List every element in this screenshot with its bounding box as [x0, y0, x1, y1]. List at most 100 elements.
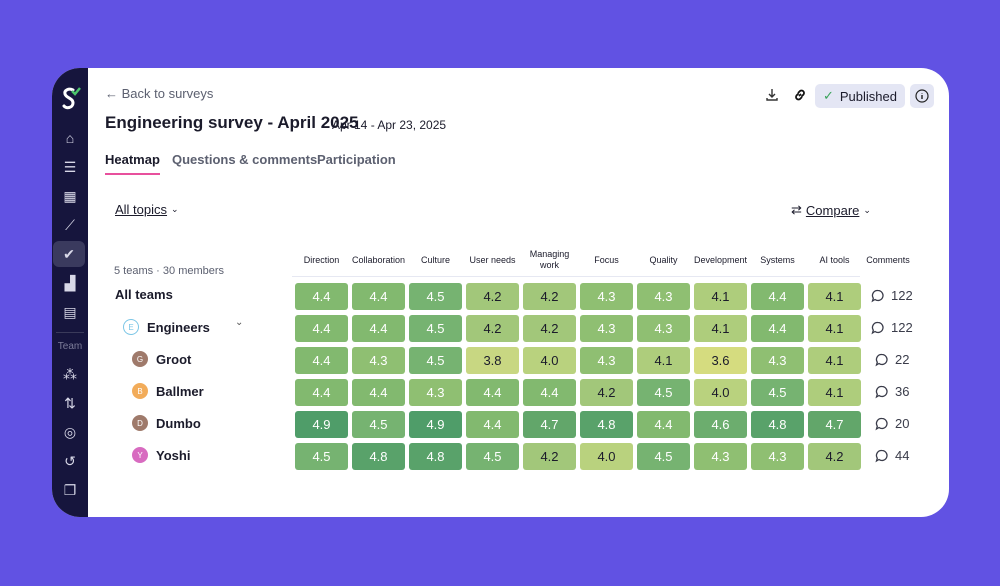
heatmap-cell[interactable]: 4.8: [409, 443, 462, 470]
heatmap-cell[interactable]: 4.4: [466, 379, 519, 406]
trend-icon[interactable]: ⟋: [65, 216, 75, 233]
heatmap-cell[interactable]: 4.5: [466, 443, 519, 470]
heatmap-cell[interactable]: 4.4: [295, 347, 348, 374]
tab-participation[interactable]: Participation: [317, 152, 396, 167]
app-logo[interactable]: [52, 82, 88, 116]
list-icon[interactable]: ☰: [63, 158, 77, 175]
heatmap-cell[interactable]: 4.1: [694, 315, 747, 342]
heatmap-cell[interactable]: 4.1: [637, 347, 690, 374]
comments-count[interactable]: 36: [875, 384, 909, 399]
layers-icon[interactable]: ❐: [63, 481, 77, 498]
heatmap-cell[interactable]: 4.1: [694, 283, 747, 310]
heatmap-cell[interactable]: 4.4: [466, 411, 519, 438]
heatmap-cell[interactable]: 4.3: [751, 347, 804, 374]
heatmap-cell[interactable]: 4.4: [352, 379, 405, 406]
loop-icon[interactable]: ↺: [64, 452, 76, 469]
heatmap-cell[interactable]: 4.2: [466, 315, 519, 342]
heatmap-cell[interactable]: 4.2: [523, 283, 576, 310]
home-icon[interactable]: ⌂: [65, 130, 75, 146]
row-label[interactable]: D Dumbo: [132, 415, 201, 431]
column-header[interactable]: Culture: [420, 254, 450, 265]
heatmap-cell[interactable]: 4.1: [808, 283, 861, 310]
published-status-button[interactable]: ✓ Published: [815, 84, 905, 108]
survey-icon[interactable]: ✔: [53, 241, 85, 267]
heatmap-cell[interactable]: 4.8: [751, 411, 804, 438]
heatmap-cell[interactable]: 3.8: [466, 347, 519, 374]
heatmap-cell[interactable]: 4.5: [751, 379, 804, 406]
heatmap-cell[interactable]: 4.7: [808, 411, 861, 438]
heatmap-cell[interactable]: 4.0: [523, 347, 576, 374]
column-header[interactable]: Development: [693, 254, 748, 265]
column-header[interactable]: AI tools: [819, 254, 850, 265]
column-header[interactable]: Focus: [594, 254, 619, 265]
heatmap-cell[interactable]: 4.3: [637, 315, 690, 342]
column-header[interactable]: Collaboration: [351, 254, 406, 265]
heatmap-cell[interactable]: 4.3: [637, 283, 690, 310]
heatmap-cell[interactable]: 4.4: [295, 379, 348, 406]
heatmap-cell[interactable]: 4.5: [637, 379, 690, 406]
heatmap-cell[interactable]: 4.2: [466, 283, 519, 310]
bars-icon[interactable]: ▟: [64, 274, 76, 291]
heatmap-cell[interactable]: 4.3: [751, 443, 804, 470]
download-icon[interactable]: [765, 88, 779, 107]
git-flow-icon[interactable]: ⇅: [64, 394, 76, 411]
heatmap-cell[interactable]: 4.2: [580, 379, 633, 406]
heatmap-cell[interactable]: 4.5: [409, 347, 462, 374]
back-to-surveys-link[interactable]: ← Back to surveys: [105, 86, 214, 101]
heatmap-cell[interactable]: 4.3: [694, 443, 747, 470]
row-label[interactable]: G Groot: [132, 351, 191, 367]
comments-count[interactable]: 122: [871, 320, 913, 335]
heatmap-cell[interactable]: 4.4: [523, 379, 576, 406]
heatmap-cell[interactable]: 4.4: [352, 283, 405, 310]
row-label[interactable]: All teams: [115, 287, 173, 302]
heatmap-cell[interactable]: 4.4: [295, 315, 348, 342]
tab-questions-comments[interactable]: Questions & comments: [172, 152, 318, 167]
info-button[interactable]: [910, 84, 934, 108]
heatmap-cell[interactable]: 4.5: [637, 443, 690, 470]
column-header[interactable]: User needs: [469, 254, 516, 265]
heatmap-cell[interactable]: 4.0: [694, 379, 747, 406]
row-label[interactable]: Y Yoshi: [132, 447, 190, 463]
heatmap-cell[interactable]: 4.2: [523, 315, 576, 342]
comments-count[interactable]: 20: [875, 416, 909, 431]
heatmap-cell[interactable]: 4.3: [409, 379, 462, 406]
heatmap-cell[interactable]: 4.4: [751, 315, 804, 342]
column-header[interactable]: Systems: [760, 254, 795, 265]
heatmap-cell[interactable]: 4.4: [295, 283, 348, 310]
compare-dropdown[interactable]: ⇄ Compare ⌄: [791, 202, 871, 218]
comments-count[interactable]: 44: [875, 448, 909, 463]
heatmap-cell[interactable]: 4.4: [637, 411, 690, 438]
comments-count[interactable]: 22: [875, 352, 909, 367]
people-icon[interactable]: ⁂: [63, 365, 77, 382]
heatmap-cell[interactable]: 4.5: [295, 443, 348, 470]
heatmap-cell[interactable]: 4.9: [409, 411, 462, 438]
heatmap-cell[interactable]: 4.9: [295, 411, 348, 438]
tab-heatmap[interactable]: Heatmap: [105, 152, 160, 175]
heatmap-cell[interactable]: 4.4: [352, 315, 405, 342]
all-topics-dropdown[interactable]: All topics ⌄: [115, 202, 179, 217]
grid-icon[interactable]: ▦: [63, 187, 77, 204]
heatmap-cell[interactable]: 4.4: [751, 283, 804, 310]
comments-count[interactable]: 122: [871, 288, 913, 303]
heatmap-cell[interactable]: 4.1: [808, 347, 861, 374]
column-header[interactable]: Direction: [303, 254, 340, 265]
calculator-icon[interactable]: ▤: [63, 303, 77, 320]
heatmap-cell[interactable]: 4.5: [352, 411, 405, 438]
heatmap-cell[interactable]: 4.1: [808, 379, 861, 406]
heatmap-cell[interactable]: 4.2: [523, 443, 576, 470]
heatmap-cell[interactable]: 4.5: [409, 283, 462, 310]
heatmap-cell[interactable]: 3.6: [694, 347, 747, 374]
heatmap-cell[interactable]: 4.2: [808, 443, 861, 470]
column-header[interactable]: Quality: [649, 254, 678, 265]
heatmap-cell[interactable]: 4.8: [352, 443, 405, 470]
link-icon[interactable]: [792, 87, 808, 108]
heatmap-cell[interactable]: 4.3: [580, 283, 633, 310]
heatmap-cell[interactable]: 4.3: [580, 315, 633, 342]
row-label[interactable]: B Ballmer: [132, 383, 204, 399]
chevron-down-icon[interactable]: ⌄: [235, 317, 244, 328]
heatmap-cell[interactable]: 4.3: [580, 347, 633, 374]
row-label[interactable]: E Engineers: [123, 319, 210, 335]
heatmap-cell[interactable]: 4.0: [580, 443, 633, 470]
heatmap-cell[interactable]: 4.7: [523, 411, 576, 438]
heatmap-cell[interactable]: 4.5: [409, 315, 462, 342]
